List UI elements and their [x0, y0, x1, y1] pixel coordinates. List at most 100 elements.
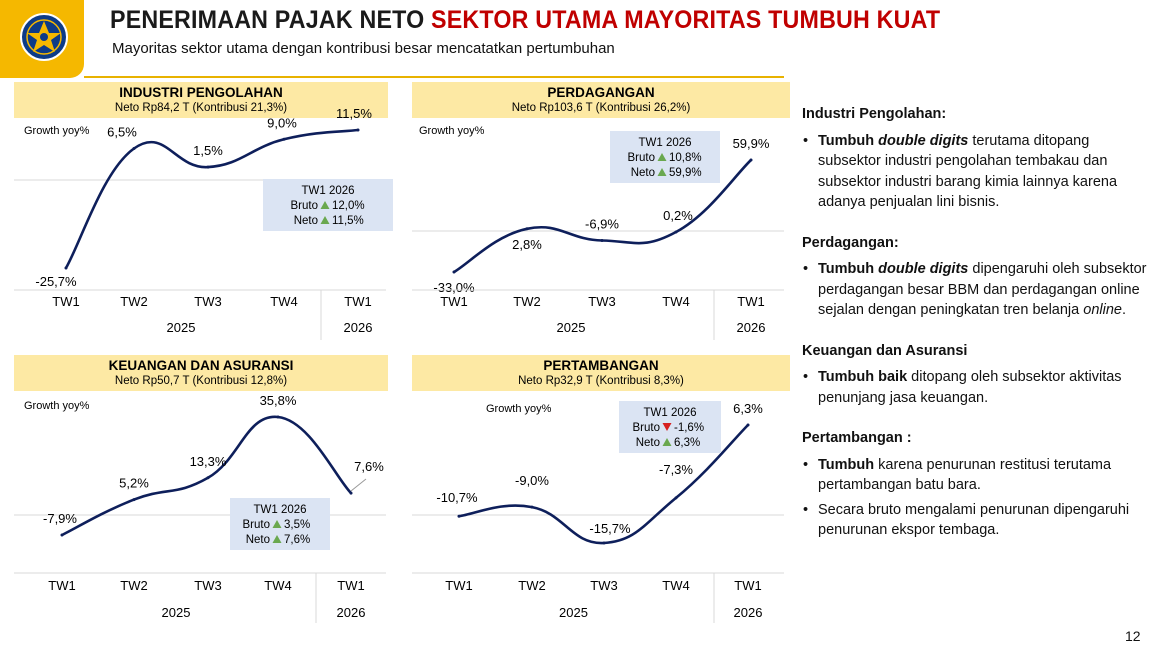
- category-tick-label: TW2: [120, 294, 147, 309]
- bullet-text: ditopang oleh subsektor aktivitas penunj…: [818, 369, 1122, 406]
- bullet-emphasis: double digits: [878, 132, 969, 149]
- bullet-lead: Tumbuh: [818, 132, 879, 149]
- data-point: [457, 514, 461, 518]
- data-label: -25,7%: [35, 274, 77, 289]
- callout-bruto-label: Bruto: [291, 200, 319, 212]
- year-label-2025: 2025: [167, 320, 196, 335]
- year-label-2025: 2025: [162, 605, 191, 620]
- chart-industri-pengolahan: Growth yoy% -25,7% 6,5% 1,5% 9,0% 11,5% TW1 20…: [14, 106, 393, 340]
- commentary-bullet: Tumbuh baik ditopang oleh subsektor akti…: [802, 367, 1154, 408]
- bullet-text: karena penurunan restitusi terutama pert…: [818, 456, 1112, 494]
- title-part-1: PENERIMAAN PAJAK NETO: [110, 6, 425, 34]
- data-label: 13,3%: [190, 454, 227, 469]
- commentary-title: Keuangan dan Asuransi: [802, 342, 968, 359]
- data-label: 6,3%: [733, 401, 763, 416]
- arrow-up-icon: [657, 168, 667, 176]
- callout-bruto-label: Bruto: [243, 519, 271, 531]
- data-label: 1,5%: [193, 143, 223, 158]
- data-point: [132, 498, 136, 502]
- data-point: [356, 128, 360, 132]
- commentary-perdagangan: Perdagangan: Tumbuh double digits dipeng…: [802, 233, 1154, 321]
- data-point: [600, 239, 604, 242]
- category-tick-label: TW3: [194, 578, 221, 593]
- sector-neto: Neto Rp32,9 T (Kontribusi 8,3%): [518, 375, 684, 387]
- data-label: 2,8%: [512, 237, 542, 252]
- callout-title: TW1 2026: [638, 137, 691, 149]
- sector-header-perdagangan: PERDAGANGAN Neto Rp103,6 T (Kontribusi 2…: [412, 82, 790, 118]
- bullet-text: dipengaruhi oleh subsektor perdagangan b…: [818, 261, 1147, 318]
- bullet-lead: Tumbuh: [818, 456, 875, 473]
- data-point: [674, 496, 678, 500]
- page-title: PENERIMAAN PAJAK NETO SEKTOR UTAMA MAYOR…: [110, 6, 940, 35]
- year-label-2026: 2026: [337, 605, 366, 620]
- commentary-bullet: Secara bruto mengalami penurunan dipenga…: [802, 500, 1154, 541]
- commentary-industri: Industri Pengolahan: Tumbuh double digit…: [802, 104, 1154, 213]
- category-tick-label: TW2: [513, 294, 540, 309]
- series-line: [64, 128, 360, 270]
- callout-neto-value: 7,6%: [284, 534, 310, 546]
- sector-neto: Neto Rp84,2 T (Kontribusi 21,3%): [114, 102, 288, 114]
- category-tick-label: TW1: [337, 578, 364, 593]
- commentary-bullet: Tumbuh double digits dipengaruhi oleh su…: [802, 259, 1154, 321]
- data-point: [746, 423, 750, 427]
- logo-badge: [0, 0, 84, 78]
- data-point: [749, 158, 753, 162]
- arrow-down-icon: [662, 423, 672, 431]
- data-label: 59,9%: [733, 136, 770, 151]
- category-tick-label: TW4: [662, 294, 689, 309]
- sector-name: KEUANGAN DAN ASURANSI: [108, 358, 294, 373]
- data-point: [206, 165, 210, 169]
- callout-neto-value: 6,3%: [674, 437, 700, 449]
- kemenkeu-emblem-icon: [20, 13, 68, 61]
- sector-name: PERTAMBANGAN: [543, 358, 659, 373]
- category-tick-label: TW4: [270, 294, 297, 309]
- category-tick-label: TW1: [440, 294, 467, 309]
- callout-neto-label: Neto: [246, 534, 270, 546]
- chart-perdagangan: Growth yoy% -33,0% 2,8% -6,9% 0,2% 59,9% TW1 2…: [412, 125, 784, 340]
- callout-title: TW1 2026: [253, 504, 306, 516]
- data-label: 35,8%: [260, 393, 297, 408]
- data-label: 7,6%: [354, 459, 384, 474]
- commentary-bullet: Tumbuh karena penurunan restitusi teruta…: [802, 455, 1154, 496]
- data-point: [206, 476, 210, 480]
- header-rule: [84, 76, 784, 78]
- bullet-lead: Tumbuh baik: [818, 369, 908, 385]
- data-point: [530, 505, 534, 509]
- arrow-up-icon: [657, 153, 667, 161]
- data-point: [525, 227, 529, 231]
- page-number: 12: [1125, 628, 1141, 644]
- data-label: 6,5%: [107, 125, 137, 140]
- callout-bruto-value: 12,0%: [332, 200, 365, 212]
- category-tick-label: TW3: [194, 294, 221, 309]
- callout-neto-value: 11,5%: [332, 215, 364, 227]
- year-label-2026: 2026: [344, 320, 373, 335]
- bullet-text: Secara bruto mengalami penurunan dipenga…: [818, 501, 1130, 539]
- bullet-end: .: [1121, 302, 1126, 318]
- data-point: [349, 491, 353, 495]
- data-label: 5,2%: [119, 476, 149, 491]
- sector-name: INDUSTRI PENGOLAHAN: [119, 85, 283, 100]
- category-tick-label: TW2: [120, 578, 147, 593]
- data-point: [276, 415, 280, 419]
- arrow-up-icon: [662, 438, 672, 446]
- year-label-2026: 2026: [734, 605, 763, 620]
- callout-bruto-label: Bruto: [628, 152, 656, 164]
- data-point: [282, 137, 286, 141]
- category-tick-label: TW3: [588, 294, 615, 309]
- commentary-panel: Industri Pengolahan: Tumbuh double digit…: [802, 104, 1154, 541]
- callout-title: TW1 2026: [301, 185, 354, 197]
- category-tick-label: TW3: [590, 578, 617, 593]
- data-point: [452, 270, 456, 274]
- page-subtitle: Mayoritas sektor utama dengan kontribusi…: [112, 40, 615, 57]
- callout-bruto-value: 10,8%: [669, 152, 702, 164]
- commentary-keuangan: Keuangan dan Asuransi Tumbuh baik ditopa…: [802, 341, 1154, 409]
- data-point: [64, 266, 68, 270]
- category-tick-label: TW4: [662, 578, 689, 593]
- year-label-2025: 2025: [557, 320, 586, 335]
- sector-name: PERDAGANGAN: [547, 85, 655, 100]
- arrow-up-icon: [320, 201, 330, 209]
- y-axis-label: Growth yoy%: [24, 125, 90, 137]
- bullet-emphasis: double digits: [878, 261, 969, 277]
- commentary-title: Industri Pengolahan:: [802, 106, 947, 122]
- data-label: -6,9%: [585, 217, 619, 232]
